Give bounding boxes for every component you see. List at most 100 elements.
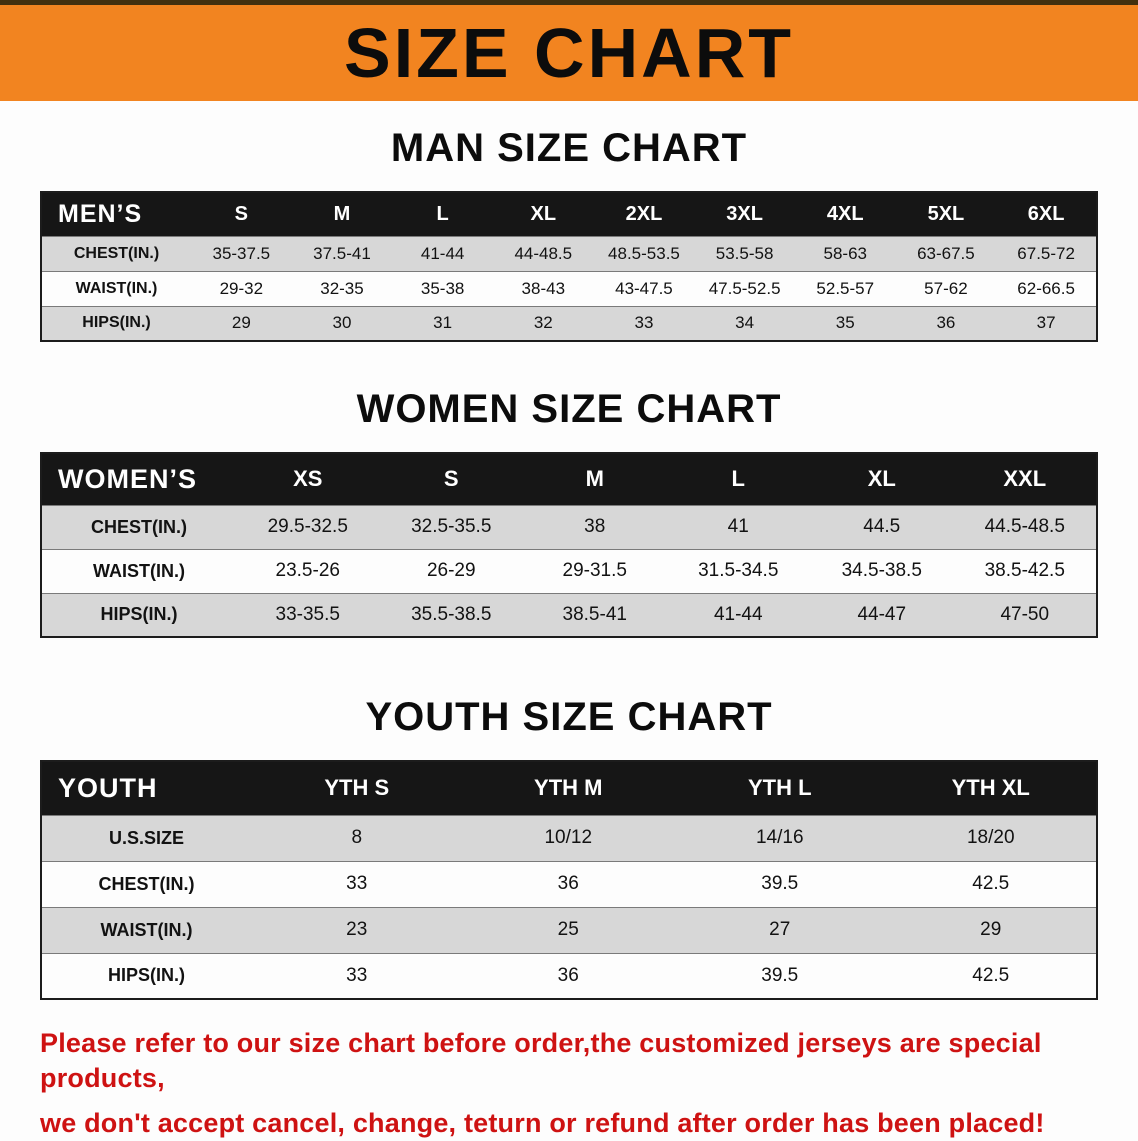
notice-line-1: Please refer to our size chart before or…	[40, 1028, 1042, 1094]
notice-line-2: we don't accept cancel, change, teturn o…	[40, 1108, 1045, 1139]
table-cell: 32.5-35.5	[411, 516, 492, 537]
table-row: WAIST(IN.) 23.5-26 26-29 29-31.5 31.5-34.5 34…	[41, 549, 1097, 593]
women-chart-heading: WOMEN SIZE CHART	[356, 387, 782, 431]
row-label: WAIST(IN.)	[93, 560, 185, 581]
table-row: U.S.SIZE 8 10/12 14/16 18/20	[41, 815, 1097, 861]
men-size-chart-section: MAN SIZE CHART MEN’S S M L XL 2XL 3XL 4XL 5XL 6XL…	[0, 125, 1138, 342]
table-cell: 33	[346, 964, 368, 986]
table-cell: 36	[936, 313, 956, 333]
table-cell: 14/16	[755, 827, 804, 848]
table-row: CHEST(IN.) 29.5-32.5 32.5-35.5 38 41 44.5 44.5…	[41, 505, 1097, 549]
table-header-row: WOMEN’S XS S M L XL XXL	[41, 453, 1097, 505]
table-row: HIPS(IN.) 33 36 39.5 42.5	[41, 953, 1097, 999]
table-cell: 47-50	[1000, 603, 1050, 625]
row-label: HIPS(IN.)	[82, 314, 151, 332]
size-column-header: S	[443, 466, 459, 492]
top-edge-divider	[0, 0, 1138, 5]
table-cell: 34	[735, 313, 755, 333]
table-cell: 35-37.5	[212, 243, 271, 263]
table-cell: 58-63	[823, 243, 867, 263]
table-title-cell: YOUTH	[58, 772, 158, 803]
table-cell: 27	[769, 919, 791, 940]
table-cell: 47.5-52.5	[708, 278, 781, 298]
row-label: WAIST(IN.)	[100, 919, 193, 940]
row-label: CHEST(IN.)	[98, 873, 195, 894]
youth-chart-heading: YOUTH SIZE CHART	[365, 695, 773, 739]
size-column-header: M	[585, 466, 604, 492]
table-row: HIPS(IN.) 29 30 31 32 33 34 35 36 37	[41, 306, 1097, 341]
table-cell: 62-66.5	[1017, 278, 1075, 298]
table-cell: 44-48.5	[514, 243, 573, 263]
size-column-header: XS	[293, 466, 323, 492]
table-cell: 48.5-53.5	[608, 243, 680, 263]
table-cell: 67.5-72	[1017, 243, 1075, 263]
table-cell: 36	[557, 964, 579, 986]
table-cell: 38-43	[521, 278, 566, 298]
table-cell: 36	[557, 873, 579, 894]
table-cell: 26-29	[426, 560, 476, 581]
table-cell: 32-35	[320, 278, 364, 298]
table-row: WAIST(IN.) 23 25 27 29	[41, 907, 1097, 953]
table-cell: 31	[433, 313, 453, 333]
table-cell: 38.5-42.5	[984, 560, 1065, 581]
table-cell: 44-47	[857, 603, 907, 625]
row-label: HIPS(IN.)	[107, 965, 185, 986]
table-cell: 29	[980, 919, 1002, 940]
table-cell: 33	[346, 873, 368, 894]
table-row: CHEST(IN.) 33 36 39.5 42.5	[41, 861, 1097, 907]
table-title-cell: WOMEN’S	[58, 463, 197, 494]
table-cell: 29.5-32.5	[267, 516, 348, 537]
row-label: CHEST(IN.)	[73, 244, 160, 262]
table-cell: 44.5-48.5	[984, 516, 1065, 537]
table-cell: 37	[1036, 313, 1056, 333]
size-column-header: M	[333, 202, 351, 225]
table-cell: 25	[557, 919, 579, 940]
table-cell: 30	[332, 313, 352, 333]
size-column-header: 5XL	[927, 202, 965, 225]
table-cell: 42.5	[972, 873, 1010, 894]
title-banner: SIZE CHART	[0, 5, 1138, 101]
page-title: SIZE CHART	[344, 14, 794, 92]
table-row: WAIST(IN.) 29-32 32-35 35-38 38-43 43-47.5 47.…	[41, 271, 1097, 306]
table-cell: 35	[835, 313, 855, 333]
women-size-chart-section: WOMEN SIZE CHART WOMEN’S XS S M L XL XXL CHEST(…	[0, 386, 1138, 638]
table-cell: 34.5-38.5	[841, 560, 922, 581]
men-chart-heading: MAN SIZE CHART	[390, 126, 748, 170]
table-cell: 57-62	[924, 278, 968, 298]
youth-size-chart-section: YOUTH SIZE CHART YOUTH YTH S YTH M YTH L YTH…	[0, 694, 1138, 1000]
size-column-header: YTH M	[534, 775, 603, 801]
table-cell: 18/20	[966, 827, 1015, 848]
table-cell: 31.5-34.5	[698, 560, 779, 581]
size-column-header: 6XL	[1027, 202, 1065, 225]
table-cell: 38.5-41	[562, 603, 627, 625]
table-cell: 43-47.5	[615, 278, 673, 298]
size-column-header: 3XL	[726, 202, 763, 225]
size-column-header: YTH S	[324, 775, 390, 801]
row-label: HIPS(IN.)	[100, 604, 178, 625]
table-cell: 63-67.5	[917, 243, 975, 263]
men-size-table: MEN’S S M L XL 2XL 3XL 4XL 5XL 6XL CHEST(IN.) 35-37…	[40, 191, 1098, 342]
table-cell: 37.5-41	[313, 243, 371, 263]
row-label: CHEST(IN.)	[91, 516, 187, 537]
table-header-row: YOUTH YTH S YTH M YTH L YTH XL	[41, 761, 1097, 815]
table-cell: 53.5-58	[715, 243, 774, 263]
table-cell: 35.5-38.5	[411, 603, 492, 625]
table-cell: 35-38	[420, 278, 465, 298]
size-column-header: S	[234, 202, 248, 225]
table-cell: 23.5-26	[275, 560, 340, 581]
table-cell: 39.5	[761, 964, 799, 986]
table-cell: 41-44	[420, 243, 465, 263]
size-column-header: 4XL	[826, 202, 864, 225]
size-column-header: L	[436, 202, 449, 225]
order-notice: Please refer to our size chart before or…	[40, 1026, 1098, 1141]
row-label: WAIST(IN.)	[75, 279, 158, 297]
table-row: HIPS(IN.) 33-35.5 35.5-38.5 38.5-41 41-44 44-…	[41, 593, 1097, 637]
table-cell: 23	[346, 919, 368, 940]
table-row: CHEST(IN.) 35-37.5 37.5-41 41-44 44-48.5 48.5…	[41, 236, 1097, 271]
table-cell: 52.5-57	[816, 278, 875, 298]
table-cell: 8	[351, 827, 363, 848]
table-cell: 29-31.5	[562, 560, 627, 581]
table-cell: 39.5	[761, 873, 799, 894]
table-cell: 42.5	[972, 964, 1010, 986]
